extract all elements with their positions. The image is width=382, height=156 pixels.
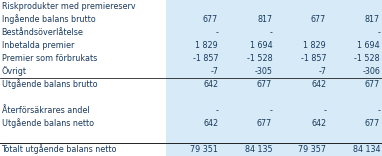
Text: -1 528: -1 528 xyxy=(246,54,272,63)
Text: -1 857: -1 857 xyxy=(301,54,326,63)
Text: Ingående balans brutto: Ingående balans brutto xyxy=(2,15,95,24)
Text: 677: 677 xyxy=(257,119,272,128)
Text: 1 829: 1 829 xyxy=(196,41,218,50)
Text: 1 694: 1 694 xyxy=(358,41,380,50)
Text: 1 694: 1 694 xyxy=(249,41,272,50)
Text: 84 135: 84 135 xyxy=(244,145,272,154)
Text: 677: 677 xyxy=(203,15,218,24)
Text: -305: -305 xyxy=(254,67,272,76)
Text: Övrigt: Övrigt xyxy=(2,67,26,76)
Text: 642: 642 xyxy=(311,80,326,89)
Text: Riskprodukter med premiereserv: Riskprodukter med premiereserv xyxy=(2,2,135,11)
Text: -: - xyxy=(215,106,218,115)
Text: -: - xyxy=(215,28,218,37)
Text: Utgående balans netto: Utgående balans netto xyxy=(2,119,94,128)
Text: 642: 642 xyxy=(203,119,218,128)
Text: Utgående balans brutto: Utgående balans brutto xyxy=(2,80,97,89)
Text: -: - xyxy=(269,28,272,37)
Text: 1 829: 1 829 xyxy=(303,41,326,50)
Text: 79 357: 79 357 xyxy=(298,145,326,154)
Text: Beståndsöverlåtelse: Beståndsöverlåtelse xyxy=(2,28,83,37)
Text: Totalt utgående balans netto: Totalt utgående balans netto xyxy=(2,145,117,154)
Text: -7: -7 xyxy=(210,67,218,76)
Text: -: - xyxy=(323,106,326,115)
Text: 642: 642 xyxy=(311,119,326,128)
Text: -1 528: -1 528 xyxy=(354,54,380,63)
Text: 79 351: 79 351 xyxy=(190,145,218,154)
Text: 817: 817 xyxy=(365,15,380,24)
Text: 817: 817 xyxy=(257,15,272,24)
Text: -7: -7 xyxy=(318,67,326,76)
Text: -1 857: -1 857 xyxy=(193,54,218,63)
Text: 677: 677 xyxy=(365,80,380,89)
Text: 677: 677 xyxy=(311,15,326,24)
Text: -306: -306 xyxy=(362,67,380,76)
Text: Premier som förbrukats: Premier som förbrukats xyxy=(2,54,97,63)
Text: Inbetalda premier: Inbetalda premier xyxy=(2,41,74,50)
Text: -: - xyxy=(377,28,380,37)
FancyBboxPatch shape xyxy=(166,0,382,156)
Text: -: - xyxy=(269,106,272,115)
Text: 677: 677 xyxy=(365,119,380,128)
Text: -: - xyxy=(377,106,380,115)
Text: 677: 677 xyxy=(257,80,272,89)
Text: Återförsäkrares andel: Återförsäkrares andel xyxy=(2,106,89,115)
Text: 84 134: 84 134 xyxy=(353,145,380,154)
Text: 642: 642 xyxy=(203,80,218,89)
